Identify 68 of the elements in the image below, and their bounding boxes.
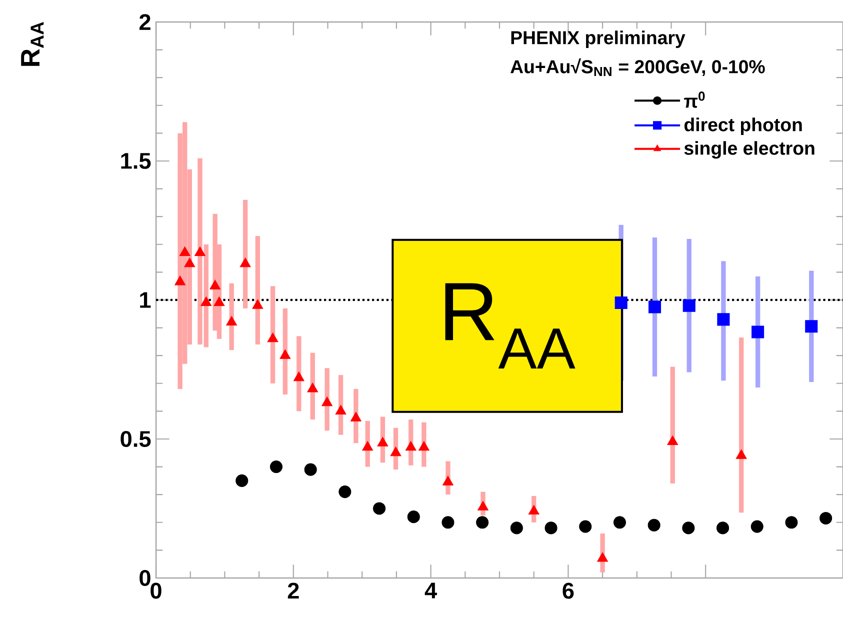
point [174,276,186,286]
point [597,552,608,562]
point [214,296,225,306]
point [510,522,523,534]
annotation: R$_{AA}$ [445,283,576,368]
y-axis-title: R$_{AA}$ [21,22,44,66]
point [407,510,420,524]
point [362,441,374,451]
point [210,280,221,290]
point [418,441,430,451]
point [200,296,212,306]
y-tick-label: 0 [140,570,150,586]
point [528,504,540,515]
legend-label: π$^{0}$ [684,92,705,108]
point [752,326,764,338]
y-tick-label: 1.5 [121,153,151,169]
point [613,516,626,529]
point [338,486,352,498]
point [252,299,264,309]
point [226,316,238,326]
point [240,258,251,268]
point [270,460,282,474]
point [179,246,190,256]
y-tick-label: 0.5 [120,430,151,448]
point [648,518,660,532]
point [717,313,730,326]
point [716,522,730,534]
point [350,412,362,422]
annotation: PHENIX preliminary [511,30,686,48]
point [614,296,628,310]
point [478,500,488,510]
point [335,404,346,414]
x-tick-label: 4 [424,582,437,598]
y-tick-label: 2 [139,14,150,30]
legend-label: single electron [684,141,814,159]
point [293,372,304,382]
point [184,258,196,268]
point [805,320,818,333]
point [405,441,416,451]
point [682,299,696,312]
point [373,502,386,515]
point [322,396,333,406]
point [750,520,764,533]
point [667,436,678,446]
point [442,476,454,486]
point [579,520,592,533]
point [682,522,695,534]
point [194,246,206,256]
point [736,449,747,459]
point [442,516,454,529]
point [544,522,558,534]
point [390,446,402,456]
point [785,516,798,529]
x-tick-label: 2 [288,582,299,599]
point [820,512,832,524]
point [304,463,317,476]
x-tick-label: 0 [150,582,162,599]
point [267,332,278,342]
x-tick-label: 6 [562,582,574,599]
point [236,474,248,487]
y-tick-label: 1 [140,292,151,308]
point [377,436,388,446]
legend-label: direct photon [684,118,802,136]
annotation: Au+Au√S$_{NN}$ = 200GeV, 0-10% [510,58,765,76]
point [280,349,291,359]
point [648,300,662,314]
point [476,516,489,529]
point [307,382,318,392]
